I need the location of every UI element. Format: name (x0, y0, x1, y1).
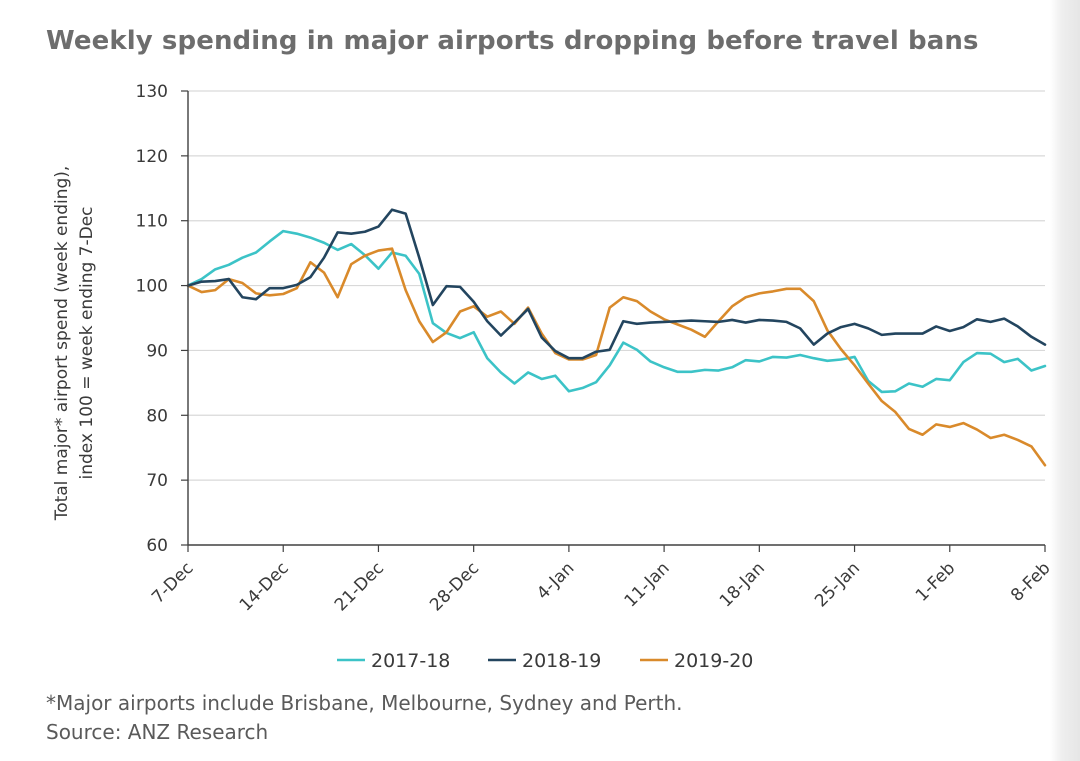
x-tick-label: 18-Jan (716, 558, 769, 611)
x-tick-label: 1-Feb (912, 558, 959, 605)
series-line-2018-19 (186, 208, 1047, 360)
y-tick-label: 100 (136, 277, 168, 297)
x-tick-label: 28-Dec (426, 558, 483, 615)
x-tick-labels: 7-Dec 14-Dec 21-Dec 28-Dec 4-Jan 11-Jan 18-Jan… (148, 558, 1054, 615)
x-tick-label: 21-Dec (331, 558, 388, 615)
y-tick-label: 70 (146, 471, 168, 491)
series-line-2017-18 (186, 229, 1047, 394)
footnote-airports: *Major airports include Brisbane, Melbou… (46, 691, 683, 715)
y-tick-label: 60 (146, 536, 168, 556)
y-tick-label: 130 (136, 82, 168, 102)
x-tick-label: 11-Jan (621, 558, 674, 611)
x-tick-label: 8-Feb (1007, 558, 1054, 605)
line-chart: 60 70 80 90 100 110 120 130 7-Dec 14-Dec 21-Dec 28… (52, 82, 1055, 672)
x-tick-label: 25-Jan (811, 558, 864, 611)
legend: 2017-18 2018-19 2019-20 (337, 650, 753, 672)
y-tick-labels: 60 70 80 90 100 110 120 130 (136, 82, 168, 556)
legend-item: 2018-19 (488, 650, 601, 672)
legend-item: 2019-20 (640, 650, 753, 672)
footnote-source: Source: ANZ Research (46, 720, 269, 744)
y-tick-label: 80 (146, 406, 168, 426)
x-tick-label: 4-Jan (533, 558, 578, 603)
y-axis-label-line-1: Total major* airport spend (week ending)… (52, 166, 72, 522)
legend-label: 2018-19 (522, 650, 601, 672)
legend-item: 2017-18 (337, 650, 450, 672)
y-axis-label-line-2: index 100 = week ending 7-Dec (77, 206, 97, 479)
x-tick-label: 14-Dec (236, 558, 293, 615)
y-tick-label: 120 (136, 147, 168, 167)
y-tick-label: 90 (146, 341, 168, 361)
footnote: *Major airports include Brisbane, Melbou… (46, 689, 683, 747)
gridlines (188, 90, 1045, 481)
series-lines (186, 208, 1047, 467)
chart-title: Weekly spending in major airports droppi… (46, 26, 979, 56)
legend-label: 2017-18 (371, 650, 450, 672)
y-tick-label: 110 (136, 212, 168, 232)
y-axis-label: Total major* airport spend (week ending)… (52, 166, 97, 522)
series-line-2019-20 (186, 247, 1047, 467)
x-tick-label: 7-Dec (148, 558, 197, 607)
legend-label: 2019-20 (674, 650, 753, 672)
axes (181, 90, 1046, 552)
